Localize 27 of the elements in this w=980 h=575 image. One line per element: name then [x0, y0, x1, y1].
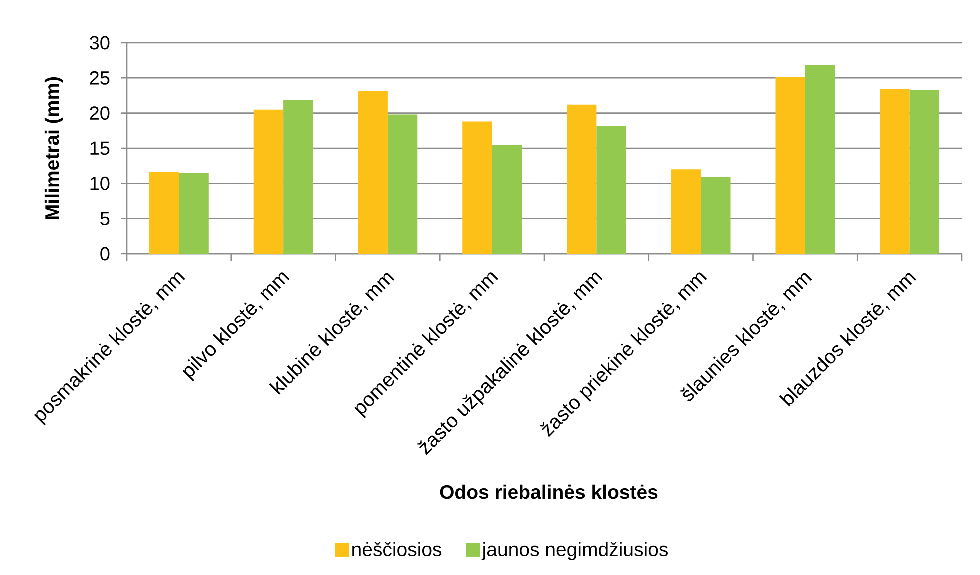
bar [910, 90, 940, 254]
y-tick-label: 20 [90, 106, 110, 120]
bar [358, 92, 388, 254]
bar [805, 66, 836, 254]
bar [149, 172, 180, 254]
bar [671, 170, 702, 254]
bar [566, 104, 597, 254]
bar [179, 173, 209, 254]
bar [701, 177, 731, 254]
legend-label: nėščiosios [352, 542, 442, 557]
y-tick-label: 30 [90, 36, 110, 50]
y-tick-label: 5 [100, 212, 110, 226]
legend-label: jaunos negimdžiusios [482, 542, 668, 560]
y-tick-label: 25 [90, 71, 110, 85]
bar [596, 126, 626, 254]
bar [254, 110, 284, 254]
y-axis-title: Milimetrai (mm) [44, 77, 64, 220]
bar [776, 77, 806, 254]
y-tick-label: 10 [90, 176, 110, 190]
y-tick-label: 15 [90, 142, 110, 156]
bar [388, 114, 418, 254]
x-axis-title: Odos riebalinės klostės [440, 484, 658, 500]
bar [462, 122, 492, 254]
bar [284, 100, 314, 254]
y-tick-label: 0 [100, 247, 110, 261]
bar [492, 144, 522, 254]
bar [880, 89, 910, 254]
